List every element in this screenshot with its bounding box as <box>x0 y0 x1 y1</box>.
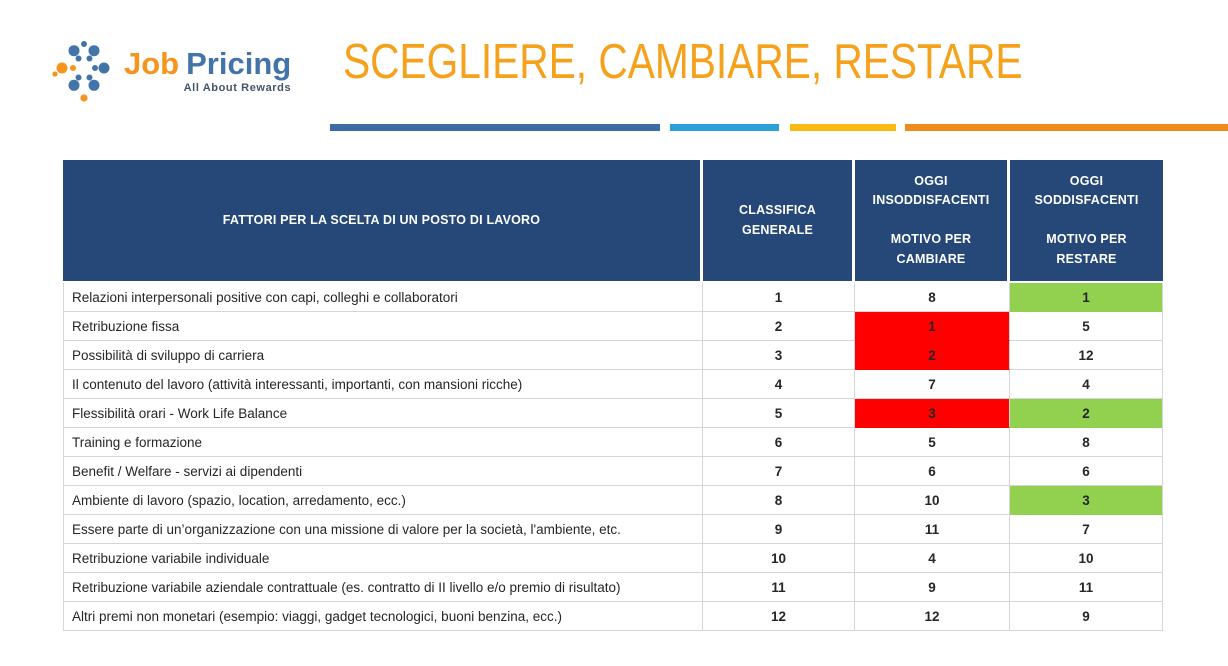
table-row: Retribuzione variabile aziendale contrat… <box>63 573 1163 602</box>
table-row: Flessibilità orari - Work Life Balance 5… <box>63 399 1163 428</box>
classifica-cell: 4 <box>703 370 855 399</box>
table-row: Training e formazione 6 5 8 <box>63 428 1163 457</box>
factor-cell: Retribuzione variabile aziendale contrat… <box>63 573 703 602</box>
header-classifica-generale: CLASSIFICA GENERALE <box>703 160 855 281</box>
header-motivo-restare: OGGI SODDISFACENTI MOTIVO PER RESTARE <box>1010 160 1163 281</box>
cambiare-cell: 11 <box>855 515 1010 544</box>
table-row: Retribuzione fissa 2 1 5 <box>63 312 1163 341</box>
classifica-cell: 10 <box>703 544 855 573</box>
factor-cell: Essere parte di un’organizzazione con un… <box>63 515 703 544</box>
cambiare-cell: 4 <box>855 544 1010 573</box>
logo-text: Job Pricing All About Rewards <box>124 48 291 94</box>
cambiare-cell: 10 <box>855 486 1010 515</box>
classifica-cell: 9 <box>703 515 855 544</box>
table-row: Benefit / Welfare - servizi ai dipendent… <box>63 457 1163 486</box>
factor-cell: Training e formazione <box>63 428 703 457</box>
header-factor: FATTORI PER LA SCELTA DI UN POSTO DI LAV… <box>63 160 703 281</box>
divider-bar-dark-blue <box>330 124 660 131</box>
classifica-cell: 12 <box>703 602 855 631</box>
table-row: Il contenuto del lavoro (attività intere… <box>63 370 1163 399</box>
factor-cell: Ambiente di lavoro (spazio, location, ar… <box>63 486 703 515</box>
divider-bar-light-blue <box>670 124 779 131</box>
table-row: Essere parte di un’organizzazione con un… <box>63 515 1163 544</box>
table-row: Altri premi non monetari (esempio: viagg… <box>63 602 1163 631</box>
page-title: SCEGLIERE, CAMBIARE, RESTARE <box>343 35 1023 89</box>
brand-pricing: Pricing <box>186 46 292 81</box>
restare-cell: 11 <box>1010 573 1163 602</box>
restare-cell: 10 <box>1010 544 1163 573</box>
factor-cell: Possibilità di sviluppo di carriera <box>63 341 703 370</box>
restare-cell: 6 <box>1010 457 1163 486</box>
restare-cell: 12 <box>1010 341 1163 370</box>
classifica-cell: 6 <box>703 428 855 457</box>
cambiare-cell: 6 <box>855 457 1010 486</box>
classifica-cell: 11 <box>703 573 855 602</box>
factor-cell: Altri premi non monetari (esempio: viagg… <box>63 602 703 631</box>
logo-tagline: All About Rewards <box>183 82 292 94</box>
cambiare-cell: 3 <box>855 399 1010 428</box>
table-header-row: FATTORI PER LA SCELTA DI UN POSTO DI LAV… <box>63 160 1163 281</box>
divider-bar-orange <box>905 124 1228 131</box>
cambiare-cell: 12 <box>855 602 1010 631</box>
jobpricing-logo: Job Pricing All About Rewards <box>52 38 291 104</box>
restare-cell: 1 <box>1010 283 1163 312</box>
restare-cell: 4 <box>1010 370 1163 399</box>
cambiare-cell: 2 <box>855 341 1010 370</box>
cambiare-cell: 8 <box>855 283 1010 312</box>
cambiare-cell: 7 <box>855 370 1010 399</box>
logo-brandline: Job Pricing <box>124 48 291 79</box>
restare-cell: 8 <box>1010 428 1163 457</box>
brand-job: Job <box>124 46 180 81</box>
table-body: Relazioni interpersonali positive con ca… <box>63 283 1163 631</box>
table-row: Ambiente di lavoro (spazio, location, ar… <box>63 486 1163 515</box>
classifica-cell: 3 <box>703 341 855 370</box>
header-motivo-cambiare: OGGI INSODDISFACENTI MOTIVO PER CAMBIARE <box>855 160 1010 281</box>
cambiare-cell: 5 <box>855 428 1010 457</box>
table-row: Possibilità di sviluppo di carriera 3 2 … <box>63 341 1163 370</box>
classifica-cell: 1 <box>703 283 855 312</box>
restare-cell: 2 <box>1010 399 1163 428</box>
factor-cell: Il contenuto del lavoro (attività intere… <box>63 370 703 399</box>
factor-cell: Retribuzione variabile individuale <box>63 544 703 573</box>
restare-cell: 7 <box>1010 515 1163 544</box>
jobpricing-logo-icon <box>52 41 110 102</box>
factor-cell: Benefit / Welfare - servizi ai dipendent… <box>63 457 703 486</box>
table-row: Retribuzione variabile individuale 10 4 … <box>63 544 1163 573</box>
factor-cell: Retribuzione fissa <box>63 312 703 341</box>
classifica-cell: 5 <box>703 399 855 428</box>
classifica-cell: 7 <box>703 457 855 486</box>
restare-cell: 9 <box>1010 602 1163 631</box>
restare-cell: 5 <box>1010 312 1163 341</box>
factor-cell: Relazioni interpersonali positive con ca… <box>63 283 703 312</box>
cambiare-cell: 9 <box>855 573 1010 602</box>
cambiare-cell: 1 <box>855 312 1010 341</box>
factor-cell: Flessibilità orari - Work Life Balance <box>63 399 703 428</box>
restare-cell: 3 <box>1010 486 1163 515</box>
classifica-cell: 8 <box>703 486 855 515</box>
table-row: Relazioni interpersonali positive con ca… <box>63 283 1163 312</box>
ranking-table: FATTORI PER LA SCELTA DI UN POSTO DI LAV… <box>63 160 1163 631</box>
classifica-cell: 2 <box>703 312 855 341</box>
divider-bar-yellow <box>790 124 896 131</box>
